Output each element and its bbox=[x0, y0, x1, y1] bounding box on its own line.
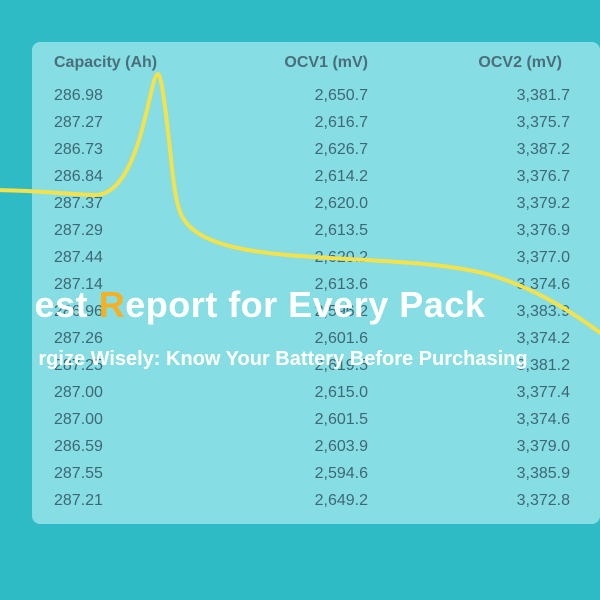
table-row: 286.962,596.23,383.9 bbox=[48, 298, 600, 325]
cell-capacity: 287.29 bbox=[48, 217, 224, 244]
cell-ocv1: 2,594.6 bbox=[224, 460, 424, 487]
table-row: 286.842,614.23,376.7 bbox=[48, 163, 600, 190]
cell-capacity: 287.00 bbox=[48, 406, 224, 433]
cell-ocv2: 3,381.2 bbox=[424, 352, 600, 379]
cell-capacity: 287.27 bbox=[48, 109, 224, 136]
cell-capacity: 287.37 bbox=[48, 190, 224, 217]
cell-ocv1: 2,616.7 bbox=[224, 109, 424, 136]
cell-ocv2: 3,374.6 bbox=[424, 406, 600, 433]
table-header-row: Capacity (Ah) OCV1 (mV) OCV2 (mV) bbox=[48, 54, 600, 72]
cell-capacity: 287.44 bbox=[48, 244, 224, 271]
cell-ocv1: 2,613.5 bbox=[224, 217, 424, 244]
cell-ocv1: 2,603.9 bbox=[224, 433, 424, 460]
cell-ocv1: 2,620.2 bbox=[224, 244, 424, 271]
cell-capacity: 287.21 bbox=[48, 487, 224, 510]
table-row: 287.372,620.03,379.2 bbox=[48, 190, 600, 217]
table-row: 287.272,616.73,375.7 bbox=[48, 109, 600, 136]
cell-ocv1: 2,626.7 bbox=[224, 136, 424, 163]
cell-ocv1: 2,601.6 bbox=[224, 325, 424, 352]
cell-ocv1: 2,620.0 bbox=[224, 190, 424, 217]
cell-ocv2: 3,387.2 bbox=[424, 136, 600, 163]
data-table: Capacity (Ah) OCV1 (mV) OCV2 (mV) 286.98… bbox=[48, 54, 600, 510]
cell-ocv2: 3,379.0 bbox=[424, 433, 600, 460]
table-row: 287.252,619.53,381.2 bbox=[48, 352, 600, 379]
cell-ocv2: 3,376.7 bbox=[424, 163, 600, 190]
cell-ocv2: 3,377.4 bbox=[424, 379, 600, 406]
cell-capacity: 286.59 bbox=[48, 433, 224, 460]
cell-ocv2: 3,375.7 bbox=[424, 109, 600, 136]
cell-ocv1: 2,613.6 bbox=[224, 271, 424, 298]
table-row: 286.982,650.73,381.7 bbox=[48, 82, 600, 109]
table-row: 287.002,615.03,377.4 bbox=[48, 379, 600, 406]
cell-ocv2: 3,377.0 bbox=[424, 244, 600, 271]
table-row: 287.262,601.63,374.2 bbox=[48, 325, 600, 352]
header-ocv2: OCV2 (mV) bbox=[424, 54, 592, 72]
cell-capacity: 286.73 bbox=[48, 136, 224, 163]
cell-ocv2: 3,372.8 bbox=[424, 487, 600, 510]
header-ocv1: OCV1 (mV) bbox=[224, 54, 424, 72]
table-row: 286.732,626.73,387.2 bbox=[48, 136, 600, 163]
cell-ocv1: 2,649.2 bbox=[224, 487, 424, 510]
cell-ocv2: 3,374.6 bbox=[424, 271, 600, 298]
cell-capacity: 287.14 bbox=[48, 271, 224, 298]
table-row: 287.212,649.23,372.8 bbox=[48, 487, 600, 510]
cell-capacity: 286.98 bbox=[48, 82, 224, 109]
cell-capacity: 286.84 bbox=[48, 163, 224, 190]
cell-ocv1: 2,650.7 bbox=[224, 82, 424, 109]
table-row: 287.142,613.63,374.6 bbox=[48, 271, 600, 298]
cell-ocv1: 2,615.0 bbox=[224, 379, 424, 406]
cell-capacity: 287.00 bbox=[48, 379, 224, 406]
cell-ocv1: 2,601.5 bbox=[224, 406, 424, 433]
cell-capacity: 287.26 bbox=[48, 325, 224, 352]
cell-ocv2: 3,379.2 bbox=[424, 190, 600, 217]
table-row: 287.292,613.53,376.9 bbox=[48, 217, 600, 244]
cell-ocv2: 3,374.2 bbox=[424, 325, 600, 352]
table-row: 287.002,601.53,374.6 bbox=[48, 406, 600, 433]
cell-ocv1: 2,619.5 bbox=[224, 352, 424, 379]
table-row: 287.552,594.63,385.9 bbox=[48, 460, 600, 487]
cell-ocv1: 2,614.2 bbox=[224, 163, 424, 190]
cell-ocv2: 3,385.9 bbox=[424, 460, 600, 487]
header-capacity: Capacity (Ah) bbox=[48, 54, 224, 72]
cell-capacity: 287.25 bbox=[48, 352, 224, 379]
cell-capacity: 287.55 bbox=[48, 460, 224, 487]
cell-capacity: 286.96 bbox=[48, 298, 224, 325]
cell-ocv1: 2,596.2 bbox=[224, 298, 424, 325]
cell-ocv2: 3,383.9 bbox=[424, 298, 600, 325]
cell-ocv2: 3,376.9 bbox=[424, 217, 600, 244]
table-row: 286.592,603.93,379.0 bbox=[48, 433, 600, 460]
cell-ocv2: 3,381.7 bbox=[424, 82, 600, 109]
table-body: 286.982,650.73,381.7287.272,616.73,375.7… bbox=[48, 82, 600, 510]
table-row: 287.442,620.23,377.0 bbox=[48, 244, 600, 271]
